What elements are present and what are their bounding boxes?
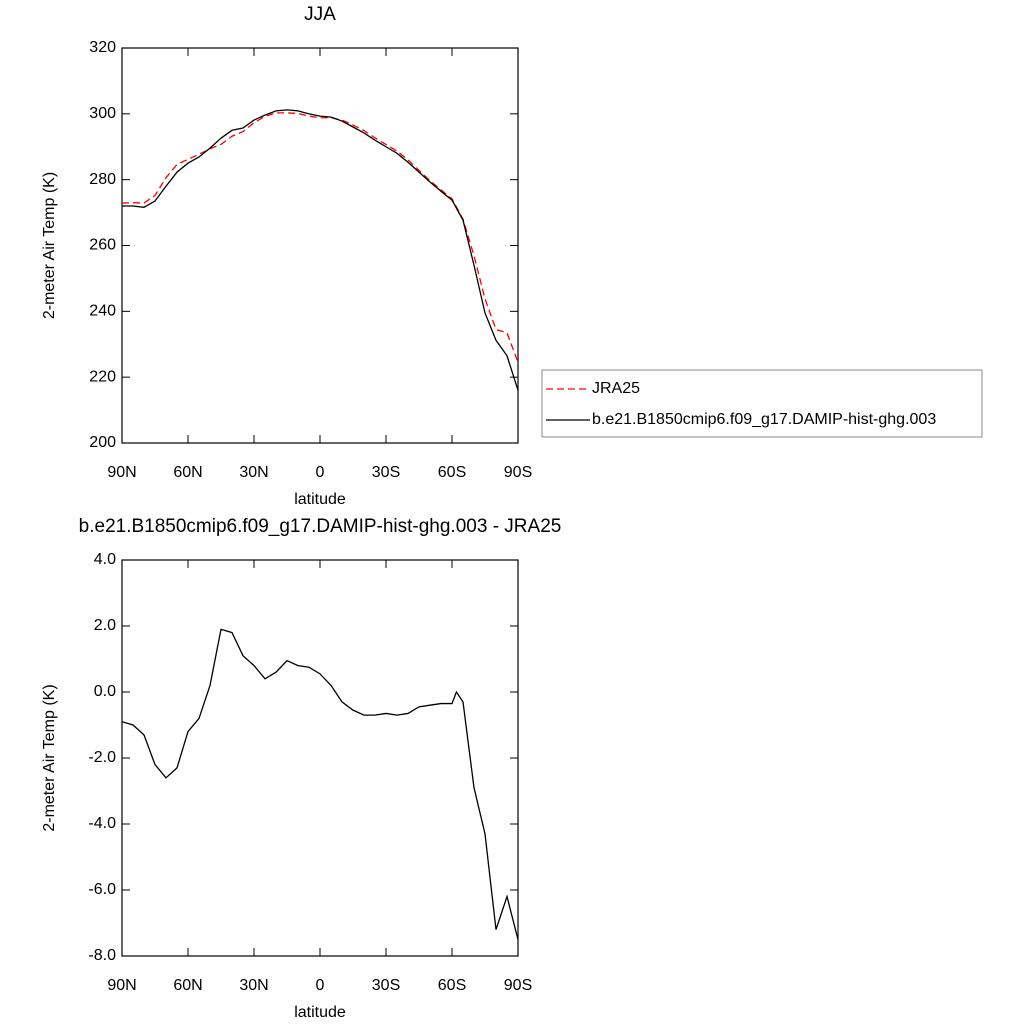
y-tick-label: 0.0 [94, 683, 116, 700]
x-tick-label: 0 [316, 464, 325, 481]
data-line [121, 112, 519, 363]
x-tick-label: 30S [372, 464, 400, 481]
legend: JRA25 b.e21.B1850cmip6.f09_g17.DAMIP-hist… [541, 369, 983, 438]
x-tick-label: 60S [438, 464, 466, 481]
y-tick-label: 2.0 [94, 617, 116, 634]
x-axis-label: latitude [294, 491, 346, 508]
x-tick-label: 30S [372, 977, 400, 994]
x-tick-label: 30N [239, 464, 268, 481]
x-tick-label: 90N [107, 464, 136, 481]
data-line [121, 628, 519, 940]
y-tick-label: 260 [89, 237, 116, 254]
x-tick-label: 30N [239, 977, 268, 994]
x-tick-label: 90N [107, 977, 136, 994]
y-axis-label: 2-meter Air Temp (K) [41, 172, 58, 319]
y-tick-label: -6.0 [88, 881, 116, 898]
y-tick-label: 240 [89, 303, 116, 320]
y-tick-label: -2.0 [88, 749, 116, 766]
y-tick-label: 4.0 [94, 551, 116, 568]
x-tick-label: 0 [316, 977, 325, 994]
chart-title: JJA [304, 4, 336, 25]
chart-title: b.e21.B1850cmip6.f09_g17.DAMIP-hist-ghg.… [79, 516, 562, 537]
x-tick-label: 60N [173, 464, 202, 481]
x-tick-label: 60N [173, 977, 202, 994]
x-axis-label: latitude [294, 1004, 346, 1021]
x-tick-label: 60S [438, 977, 466, 994]
y-tick-label: 320 [89, 39, 116, 56]
y-tick-label: -8.0 [88, 947, 116, 964]
y-tick-label: 280 [89, 171, 116, 188]
plot-frame [121, 47, 519, 444]
y-tick-label: 200 [89, 434, 116, 451]
data-line [122, 109, 519, 391]
legend-label: b.e21.B1850cmip6.f09_g17.DAMIP-hist-ghg.… [592, 411, 936, 428]
y-axis-label: 2-meter Air Temp (K) [41, 684, 58, 831]
legend-label: JRA25 [592, 380, 640, 397]
y-tick-label: -4.0 [88, 815, 116, 832]
legend-box [541, 369, 983, 438]
y-tick-label: 220 [89, 368, 116, 385]
y-tick-label: 300 [89, 105, 116, 122]
x-tick-label: 90S [504, 977, 532, 994]
x-tick-label: 90S [504, 464, 532, 481]
plot-frame [121, 559, 519, 957]
